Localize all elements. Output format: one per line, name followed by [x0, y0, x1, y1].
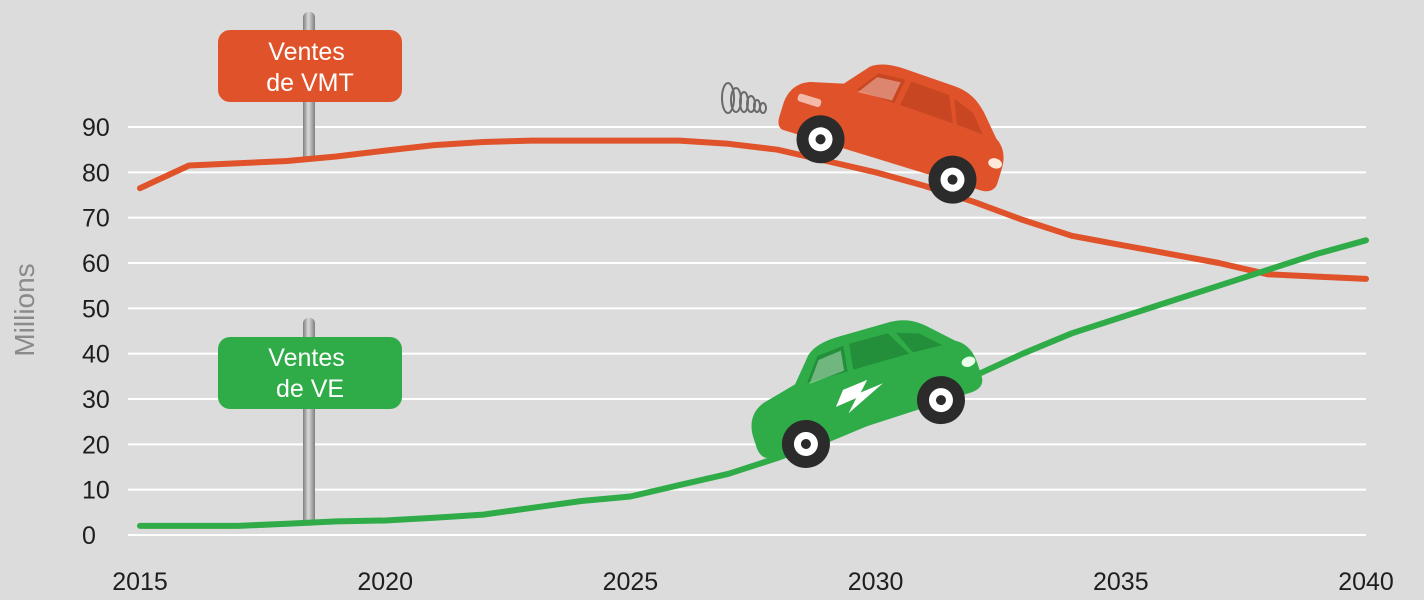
ice-car-icon	[778, 64, 1004, 204]
x-tick-label: 2030	[848, 568, 904, 596]
x-tick-label: 2025	[603, 568, 659, 596]
ev-tag-line-2: de VE	[276, 375, 344, 403]
svg-text:Ventes de VE: Ventes de VE	[268, 344, 351, 403]
y-tick-label: 70	[82, 205, 110, 233]
ice-series-tag: Ventes de VMT	[218, 30, 402, 102]
ice-tag-line-2: de VMT	[266, 69, 354, 97]
x-tick-label: 2015	[112, 568, 168, 596]
x-tick-label: 2035	[1093, 568, 1149, 596]
y-axis-ticks: 0 10 20 30 40 50 60 70 80 90	[82, 114, 110, 550]
y-tick-label: 80	[82, 159, 110, 187]
x-axis-ticks: 2015 2020 2025 2030 2035 2040	[112, 568, 1394, 596]
series-lines	[137, 137, 1369, 529]
y-tick-label: 30	[82, 386, 110, 414]
series-line-0	[137, 137, 1369, 282]
exhaust-puffs-icon	[721, 82, 767, 114]
ev-tag-line-1: Ventes	[268, 344, 344, 372]
y-tick-label: 0	[82, 522, 96, 550]
x-tick-label: 2020	[357, 568, 413, 596]
y-tick-label: 20	[82, 431, 110, 459]
y-tick-label: 10	[82, 477, 110, 505]
series-line-1	[137, 237, 1369, 529]
y-tick-label: 40	[82, 341, 110, 369]
ev-tag-box	[218, 337, 402, 409]
ev-car-icon	[751, 320, 983, 468]
svg-text:Ventes de VMT: Ventes de VMT	[266, 38, 354, 97]
series-sign-posts: Ventes de VMT Ventes de VE	[218, 12, 402, 526]
ice-tag-box	[218, 30, 402, 102]
ev-series-tag: Ventes de VE	[218, 337, 402, 409]
y-axis-label: Millions	[9, 263, 40, 356]
y-tick-label: 90	[82, 114, 110, 142]
y-tick-label: 50	[82, 295, 110, 323]
y-tick-label: 60	[82, 250, 110, 278]
ice-tag-line-1: Ventes	[268, 38, 344, 66]
x-tick-label: 2040	[1338, 568, 1394, 596]
